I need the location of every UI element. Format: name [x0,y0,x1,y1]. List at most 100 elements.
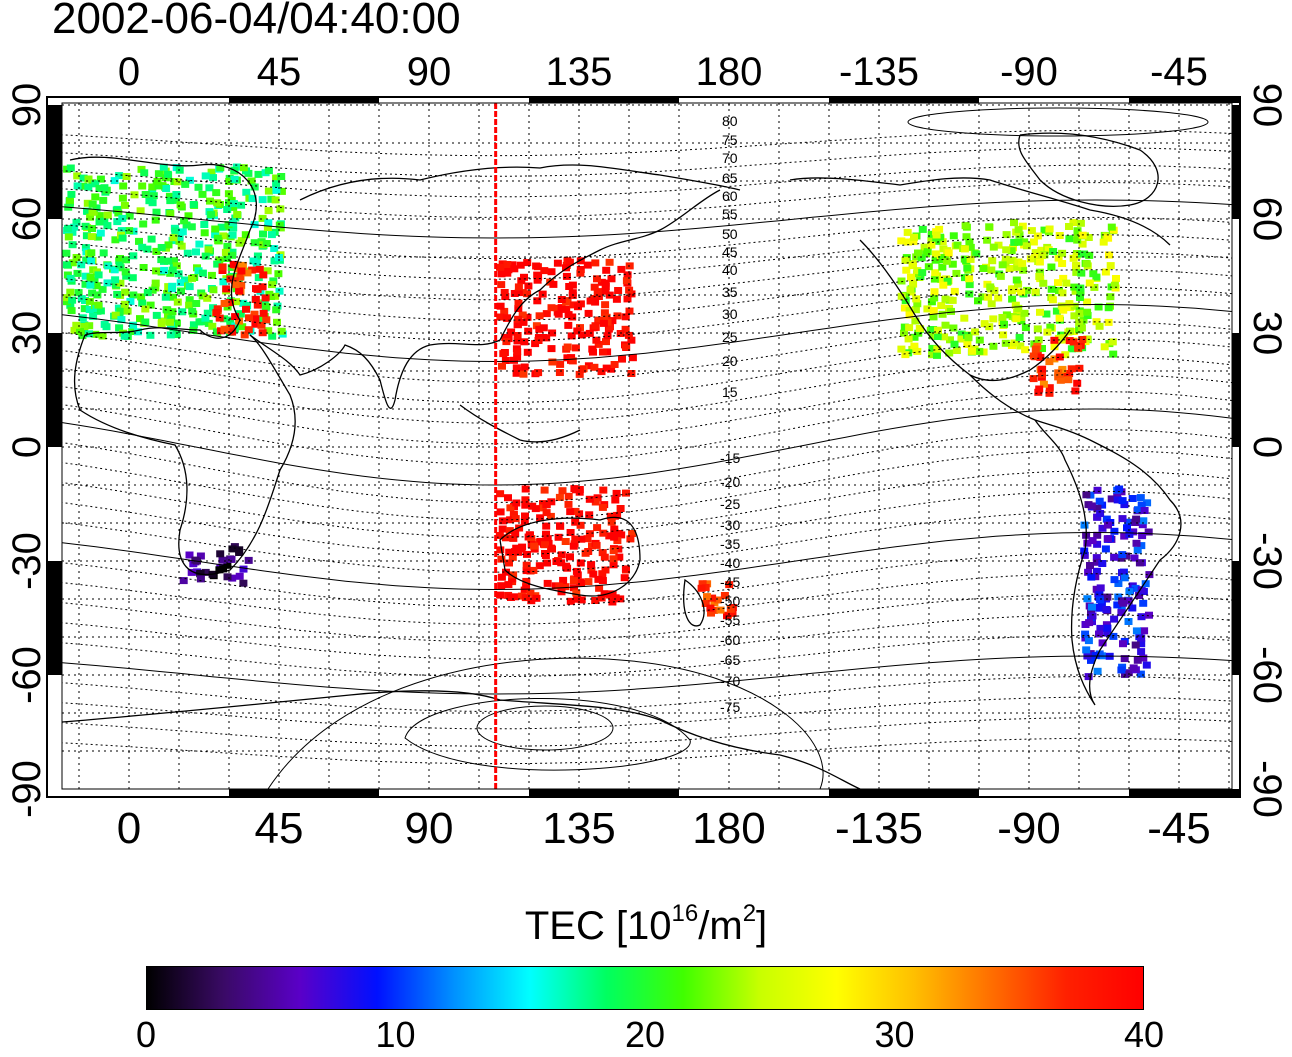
tec-data-cell [110,266,119,274]
tec-data-cell [171,227,180,235]
tec-data-cell [930,275,939,283]
tec-data-cell [146,331,155,339]
tec-data-cell [931,256,940,264]
tec-data-cell [194,267,203,275]
tec-data-cell [610,525,619,533]
tec-data-cell [1002,246,1011,254]
tec-data-cell [272,180,281,188]
tec-data-cell [1107,495,1116,503]
frame-bar-left [47,105,62,219]
coastline [429,189,721,346]
tec-data-cell [965,281,974,289]
tec-data-cell [1128,604,1137,612]
tec-data-cell [601,301,610,309]
tec-data-cell [66,164,75,172]
tec-data-cell [92,204,101,212]
tec-data-cell [1069,254,1078,262]
tec-data-cell [1031,249,1040,257]
tec-data-cell [600,309,609,317]
tec-data-cell [905,324,914,332]
tec-data-cell [938,310,947,318]
lat-tick-label-left: 90 [5,83,49,128]
tec-data-cell [918,269,927,277]
tec-data-cell [569,577,578,585]
tec-data-cell [223,242,232,250]
tec-data-cell [1094,604,1103,612]
tec-data-cell [523,290,532,298]
tec-data-cell [270,257,279,265]
contour-label: 20 [722,353,738,369]
tec-data-cell [496,546,505,554]
tec-data-cell [1139,517,1148,525]
tec-data-cell [504,494,512,502]
tec-data-cell [218,556,227,564]
tec-data-cell [1092,567,1101,575]
lat-tick-label-left: 60 [5,197,49,242]
tec-data-cell [253,252,262,260]
tec-data-cell [975,336,984,344]
tec-data-cell [902,266,911,274]
tec-data-cell [961,222,970,230]
tec-data-cell [505,548,514,556]
tec-data-cell [917,254,926,262]
contour-label: -50 [720,593,740,609]
tec-data-cell [625,307,634,315]
tec-data-cell [583,535,592,543]
tec-data-cell [1040,226,1049,234]
tec-data-cell [606,323,614,331]
tec-data-cell [276,205,285,213]
lat-tick-label-right: 90 [1245,83,1289,128]
tec-data-cell [1073,379,1082,387]
tec-data-cell [540,267,549,275]
tec-data-cell [542,310,551,318]
tec-data-cell [957,335,966,343]
tec-data-cell [1101,268,1110,276]
tec-data-cell [211,225,220,233]
tec-data-cell [226,316,235,324]
tec-data-cell [236,273,245,281]
tec-data-cell [920,243,929,251]
tec-data-cell [904,335,913,343]
tec-data-cell [138,299,147,307]
tec-data-cell [122,173,131,180]
coastline [969,374,1182,561]
tec-data-cell [86,273,95,281]
tec-data-cell [573,595,582,603]
tec-data-cell [83,207,92,215]
tec-data-cell [99,196,108,204]
tec-data-cell [1120,501,1129,509]
contour-label: -15 [720,450,740,466]
tec-data-cell [1059,306,1068,314]
tec-data-cell [600,553,609,561]
tec-data-cell [713,596,722,604]
tec-data-cell [971,328,980,336]
tec-data-cell [576,269,585,277]
tec-data-cell [1105,251,1113,259]
tec-data-cell [543,559,552,567]
tec-data-cell [114,209,123,217]
tec-data-cell [900,304,909,312]
tec-data-cell [81,272,90,280]
tec-data-cell [139,264,148,271]
tec-data-cell [200,229,209,237]
tec-data-cell [628,354,637,362]
tec-data-cell [598,549,607,557]
tec-data-cell [593,524,602,532]
tec-data-cell [1058,289,1067,297]
tec-data-cell [952,269,961,277]
tec-data-cell [514,288,523,296]
tec-data-cell [542,522,551,530]
tec-data-cell [948,260,957,268]
tec-data-cell [218,263,227,271]
tec-data-cell [1037,246,1046,254]
tec-data-cell [1118,497,1127,505]
tec-data-cell [122,256,130,264]
tec-data-cell [1083,595,1092,603]
tec-data-cell [1095,322,1104,330]
tec-data-cell [927,298,936,306]
tec-data-cell [542,501,551,509]
tec-data-cell [590,283,599,291]
tec-data-cell [962,233,971,241]
frame-bar-bottom [528,789,679,797]
tec-data-cell [1110,576,1119,584]
